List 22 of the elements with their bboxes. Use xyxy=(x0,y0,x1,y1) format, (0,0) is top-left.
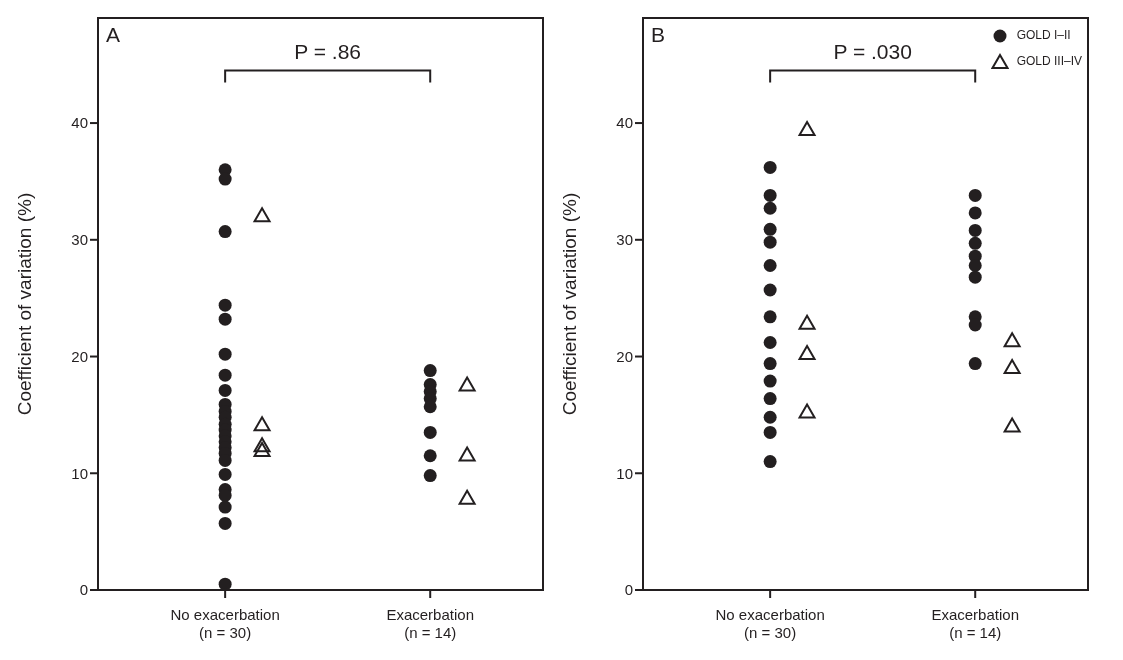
x-tick-label: No exacerbation (n = 30) xyxy=(170,606,280,641)
annotation: P = .030 xyxy=(833,39,912,63)
chart-title: A xyxy=(106,23,121,46)
y-tick-label: 20 xyxy=(71,347,88,365)
y-tick-label: 30 xyxy=(71,231,88,249)
y-tick-label: 10 xyxy=(616,464,633,482)
y-tick-label: 0 xyxy=(624,581,633,599)
y-axis-title: Coefficient of variation (%) xyxy=(558,192,580,416)
x-tick-label: Exacerbation (n = 14) xyxy=(931,606,1019,641)
legend-label: GOLD III–IV xyxy=(1016,54,1082,68)
x-tick-label: No exacerbation (n = 30) xyxy=(715,606,825,641)
y-tick-label: 30 xyxy=(616,231,633,249)
y-tick-label: 0 xyxy=(79,581,88,599)
y-tick-label: 20 xyxy=(616,347,633,365)
y-axis-title: Coefficient of variation (%) xyxy=(13,192,35,416)
x-tick-label: Exacerbation (n = 14) xyxy=(386,606,474,641)
legend-label: GOLD I–II xyxy=(1016,28,1071,42)
y-tick-label: 40 xyxy=(616,114,633,132)
annotation: P = .86 xyxy=(294,39,362,63)
chart-title: B xyxy=(651,23,666,46)
y-tick-label: 40 xyxy=(71,114,88,132)
y-tick-label: 10 xyxy=(71,464,88,482)
